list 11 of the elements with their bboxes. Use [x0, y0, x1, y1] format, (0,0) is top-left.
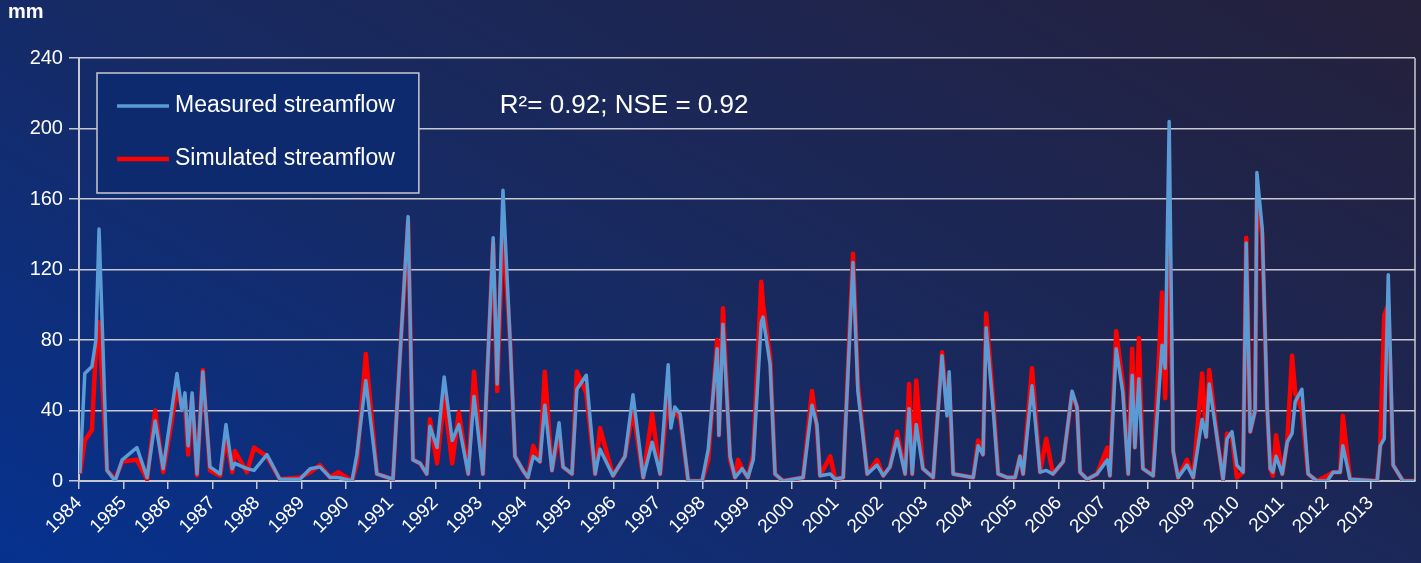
y-tick-label: 240 [29, 45, 63, 68]
y-tick-label: 0 [51, 468, 63, 491]
y-tick-label: 40 [40, 398, 63, 421]
annotation: R²= 0.92; NSE = 0.92 [499, 89, 749, 120]
legend-label: Simulated streamflow [175, 144, 396, 171]
y-tick-label: 120 [29, 257, 63, 280]
y-tick-label: 200 [29, 116, 63, 139]
y-tick-label: 80 [40, 327, 63, 350]
legend-label: Measured streamflow [175, 91, 396, 118]
y-axis-title: mm [8, 0, 44, 22]
y-tick-label: 160 [29, 186, 63, 209]
